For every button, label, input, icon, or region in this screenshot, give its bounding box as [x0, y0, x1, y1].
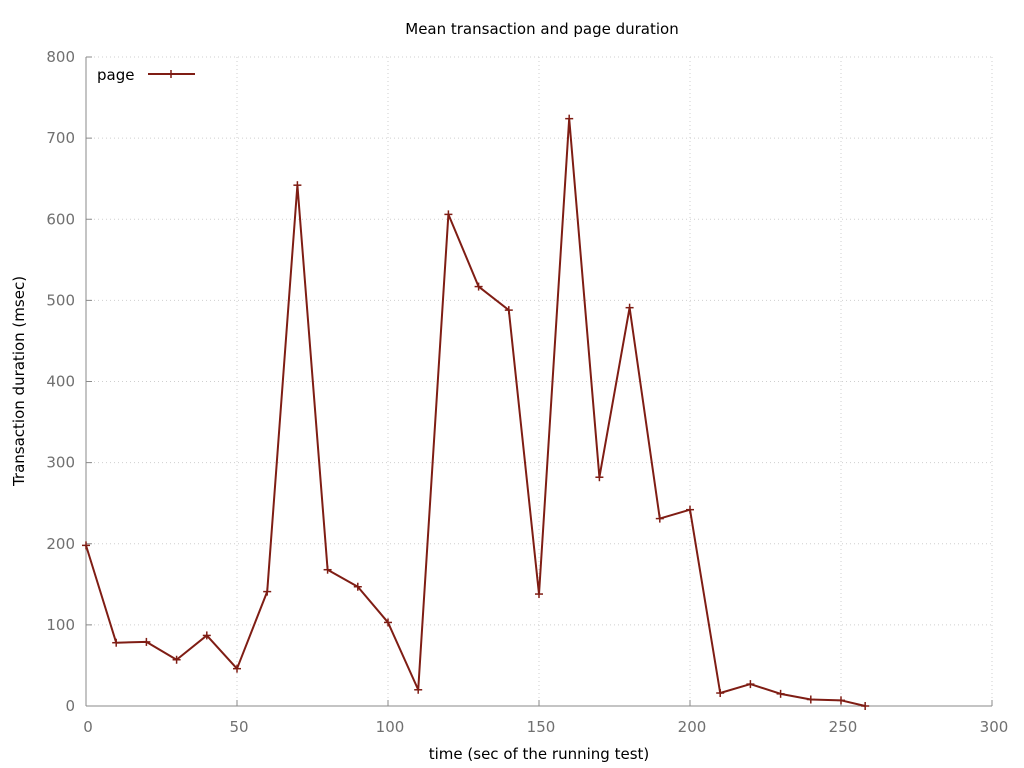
y-tick-label: 100: [46, 616, 75, 634]
data-point: [655, 514, 664, 523]
tick-marks: [85, 56, 993, 707]
x-tick-label: 0: [83, 718, 93, 736]
data-point: [861, 702, 870, 710]
data-point: [716, 689, 725, 698]
x-axis-title: time (sec of the running test): [429, 745, 650, 763]
y-tick-label: 700: [46, 129, 75, 147]
data-point: [384, 618, 392, 627]
y-tick-label: 800: [46, 48, 75, 66]
y-tick-label: 500: [46, 291, 75, 309]
series-line-page: [85, 117, 866, 707]
data-point: [202, 631, 211, 640]
data-point: [263, 587, 272, 596]
y-tick-label: 400: [46, 373, 75, 391]
data-point: [746, 680, 755, 689]
data-point: [444, 210, 453, 219]
data-point: [776, 689, 785, 698]
grid: [86, 56, 993, 706]
data-point: [625, 303, 634, 312]
x-tick-label: 250: [829, 718, 858, 736]
data-point: [565, 114, 574, 123]
data-point: [806, 695, 815, 704]
chart-title: Mean transaction and page duration: [405, 20, 678, 38]
legend-marker-page: [167, 70, 175, 78]
x-tick-label: 50: [229, 718, 248, 736]
data-point: [233, 664, 241, 673]
data-point: [172, 655, 181, 664]
data-point: [82, 541, 90, 550]
data-point: [595, 473, 604, 482]
data-point: [686, 505, 694, 514]
data-point: [293, 181, 302, 190]
data-point: [323, 565, 332, 574]
x-tick-label: 150: [527, 718, 556, 736]
data-point: [112, 638, 121, 647]
x-tick-label: 100: [376, 718, 405, 736]
y-tick-label: 600: [46, 210, 75, 228]
y-tick-label: 200: [46, 535, 75, 553]
legend: page: [97, 66, 195, 84]
y-tick-label: 0: [65, 697, 75, 715]
legend-label-page: page: [97, 66, 134, 84]
x-tick-label: 300: [980, 718, 1009, 736]
data-point: [353, 582, 362, 591]
data-point: [535, 590, 543, 599]
series-layer: [82, 114, 870, 710]
data-point: [474, 282, 483, 291]
data-point: [504, 306, 513, 315]
data-point: [414, 685, 423, 694]
data-point: [837, 696, 845, 705]
y-tick-label: 300: [46, 454, 75, 472]
y-axis-title: Transaction duration (msec): [10, 276, 28, 487]
x-tick-label: 200: [678, 718, 707, 736]
data-point: [142, 637, 151, 646]
